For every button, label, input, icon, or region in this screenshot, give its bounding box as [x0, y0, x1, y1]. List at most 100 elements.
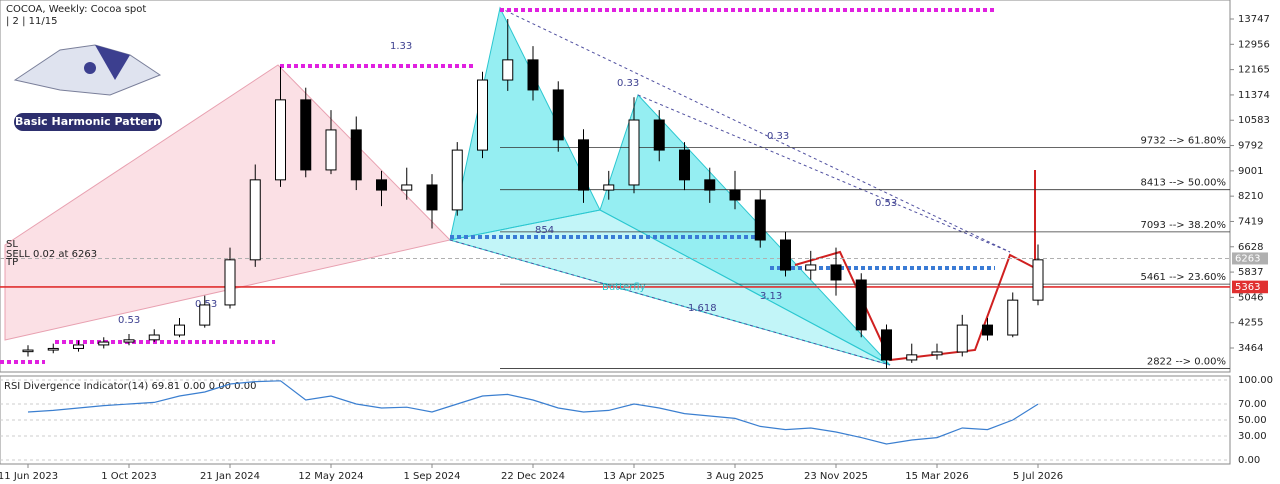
price-tag — [1232, 252, 1268, 265]
candle-body — [1007, 299, 1019, 336]
x-tick-label: 12 May 2024 — [298, 471, 363, 482]
candle-body — [123, 339, 135, 343]
candle-body — [855, 279, 867, 331]
candle-body — [1032, 259, 1044, 301]
candle-body — [148, 334, 160, 341]
y-tick-label: 6628 — [1238, 242, 1263, 253]
y-tick-label: 12165 — [1238, 65, 1270, 76]
rsi-tick-label: 50.00 — [1238, 415, 1267, 426]
y-tick-label: 3464 — [1238, 343, 1263, 354]
x-tick-label: 22 Dec 2024 — [501, 471, 565, 482]
rsi-tick-label: 100.00 — [1238, 375, 1273, 386]
candle-body — [22, 349, 34, 353]
annotation: TP — [5, 257, 18, 268]
candle-body — [578, 139, 589, 191]
candle-body — [350, 129, 362, 181]
candle-body — [956, 324, 968, 353]
annotation: 0.33 — [767, 131, 789, 142]
candle-body — [300, 99, 312, 171]
trend-line — [449, 239, 891, 366]
x-tick-label: 1 Sep 2024 — [403, 471, 460, 482]
candle-body — [780, 239, 791, 271]
candle-body — [931, 351, 943, 356]
candle-body — [426, 184, 438, 211]
candle-body — [805, 264, 817, 271]
candle-body — [653, 119, 665, 151]
trend-line — [499, 7, 1011, 253]
y-tick-label: 8210 — [1238, 191, 1263, 202]
price-tag — [1232, 281, 1268, 294]
fib-label: 9732 --> 61.80% — [1140, 135, 1226, 146]
logo: Basic Harmonic Pattern — [13, 44, 162, 131]
rsi-line — [27, 380, 1039, 445]
candle-body — [376, 179, 387, 191]
rsi-tick-label: 0.00 — [1238, 455, 1260, 466]
rsi-tick-label: 70.00 — [1238, 399, 1267, 410]
candle-body — [982, 324, 993, 336]
candle-body — [881, 329, 892, 361]
fib-label: 8413 --> 50.00% — [1140, 178, 1226, 189]
y-tick-label: 10583 — [1238, 115, 1270, 126]
candle-body — [477, 79, 488, 151]
y-tick-label: 5046 — [1238, 292, 1263, 303]
y-tick-label: 12956 — [1238, 39, 1270, 50]
y-tick-label: 5837 — [1238, 267, 1263, 278]
candle-body — [47, 347, 59, 351]
annotation: 0.53 — [875, 198, 897, 209]
annotation: SELL 0.02 at 6263 — [6, 249, 97, 260]
rsi-tick-label: 30.00 — [1238, 431, 1267, 442]
chart-subtitle: | 2 | 11/15 — [6, 16, 57, 27]
price-tag-label: 5363 — [1235, 282, 1260, 293]
annotation: 1.33 — [390, 41, 412, 52]
chart-title: COCOA, Weekly: Cocoa spot — [6, 4, 146, 15]
candle-body — [249, 179, 261, 261]
x-tick-label: 5 Jul 2026 — [1013, 471, 1063, 482]
trend-line — [637, 94, 1011, 253]
candle-body — [527, 59, 539, 91]
y-tick-label: 9001 — [1238, 166, 1263, 177]
y-tick-label: 11374 — [1238, 90, 1270, 101]
candle-body — [199, 304, 211, 326]
y-tick-label: 4255 — [1238, 318, 1263, 329]
candle-body — [325, 129, 337, 171]
candle-body — [275, 99, 286, 181]
candle-body — [729, 189, 741, 201]
candle-body — [754, 199, 766, 241]
y-tick-label: 9792 — [1238, 141, 1263, 152]
candle-body — [704, 179, 716, 191]
candle-body — [98, 341, 110, 346]
x-tick-label: 3 Aug 2025 — [706, 471, 764, 482]
rsi-title: RSI Divergence Indicator(14) 69.81 0.00 … — [4, 381, 256, 392]
annotation: 1.618 — [688, 303, 717, 314]
fib-label: 7093 --> 38.20% — [1140, 220, 1226, 231]
candle-body — [603, 184, 615, 191]
x-tick-label: 15 Mar 2026 — [905, 471, 968, 482]
candle-body — [679, 149, 690, 181]
logo-text: Basic Harmonic Pattern — [15, 115, 161, 128]
x-tick-label: 11 Jun 2023 — [0, 471, 58, 482]
candle-body — [174, 324, 185, 336]
annotation: SL — [6, 239, 18, 250]
candle-body — [401, 184, 413, 191]
fib-label: 2822 --> 0.00% — [1147, 357, 1226, 368]
price-tag-label: 6263 — [1235, 253, 1260, 264]
x-tick-label: 13 Apr 2025 — [603, 471, 665, 482]
candle-body — [224, 259, 236, 306]
x-tick-label: 23 Nov 2025 — [804, 471, 868, 482]
candle-body — [830, 264, 842, 281]
x-tick-label: 1 Oct 2023 — [101, 471, 156, 482]
annotation: 854 — [535, 225, 554, 236]
candle-body — [628, 119, 640, 186]
annotation: Butterfly — [602, 282, 646, 293]
y-tick-label: 13747 — [1238, 14, 1270, 25]
fib-label: 5461 --> 23.60% — [1140, 272, 1226, 283]
candle-body — [502, 59, 514, 81]
candle-body — [906, 354, 918, 361]
candle-body — [552, 89, 564, 141]
candle-body — [73, 344, 84, 349]
annotation: 3.13 — [760, 291, 782, 302]
x-tick-label: 21 Jan 2024 — [200, 471, 260, 482]
annotation: 0.53 — [118, 315, 140, 326]
candle-body — [451, 149, 463, 211]
